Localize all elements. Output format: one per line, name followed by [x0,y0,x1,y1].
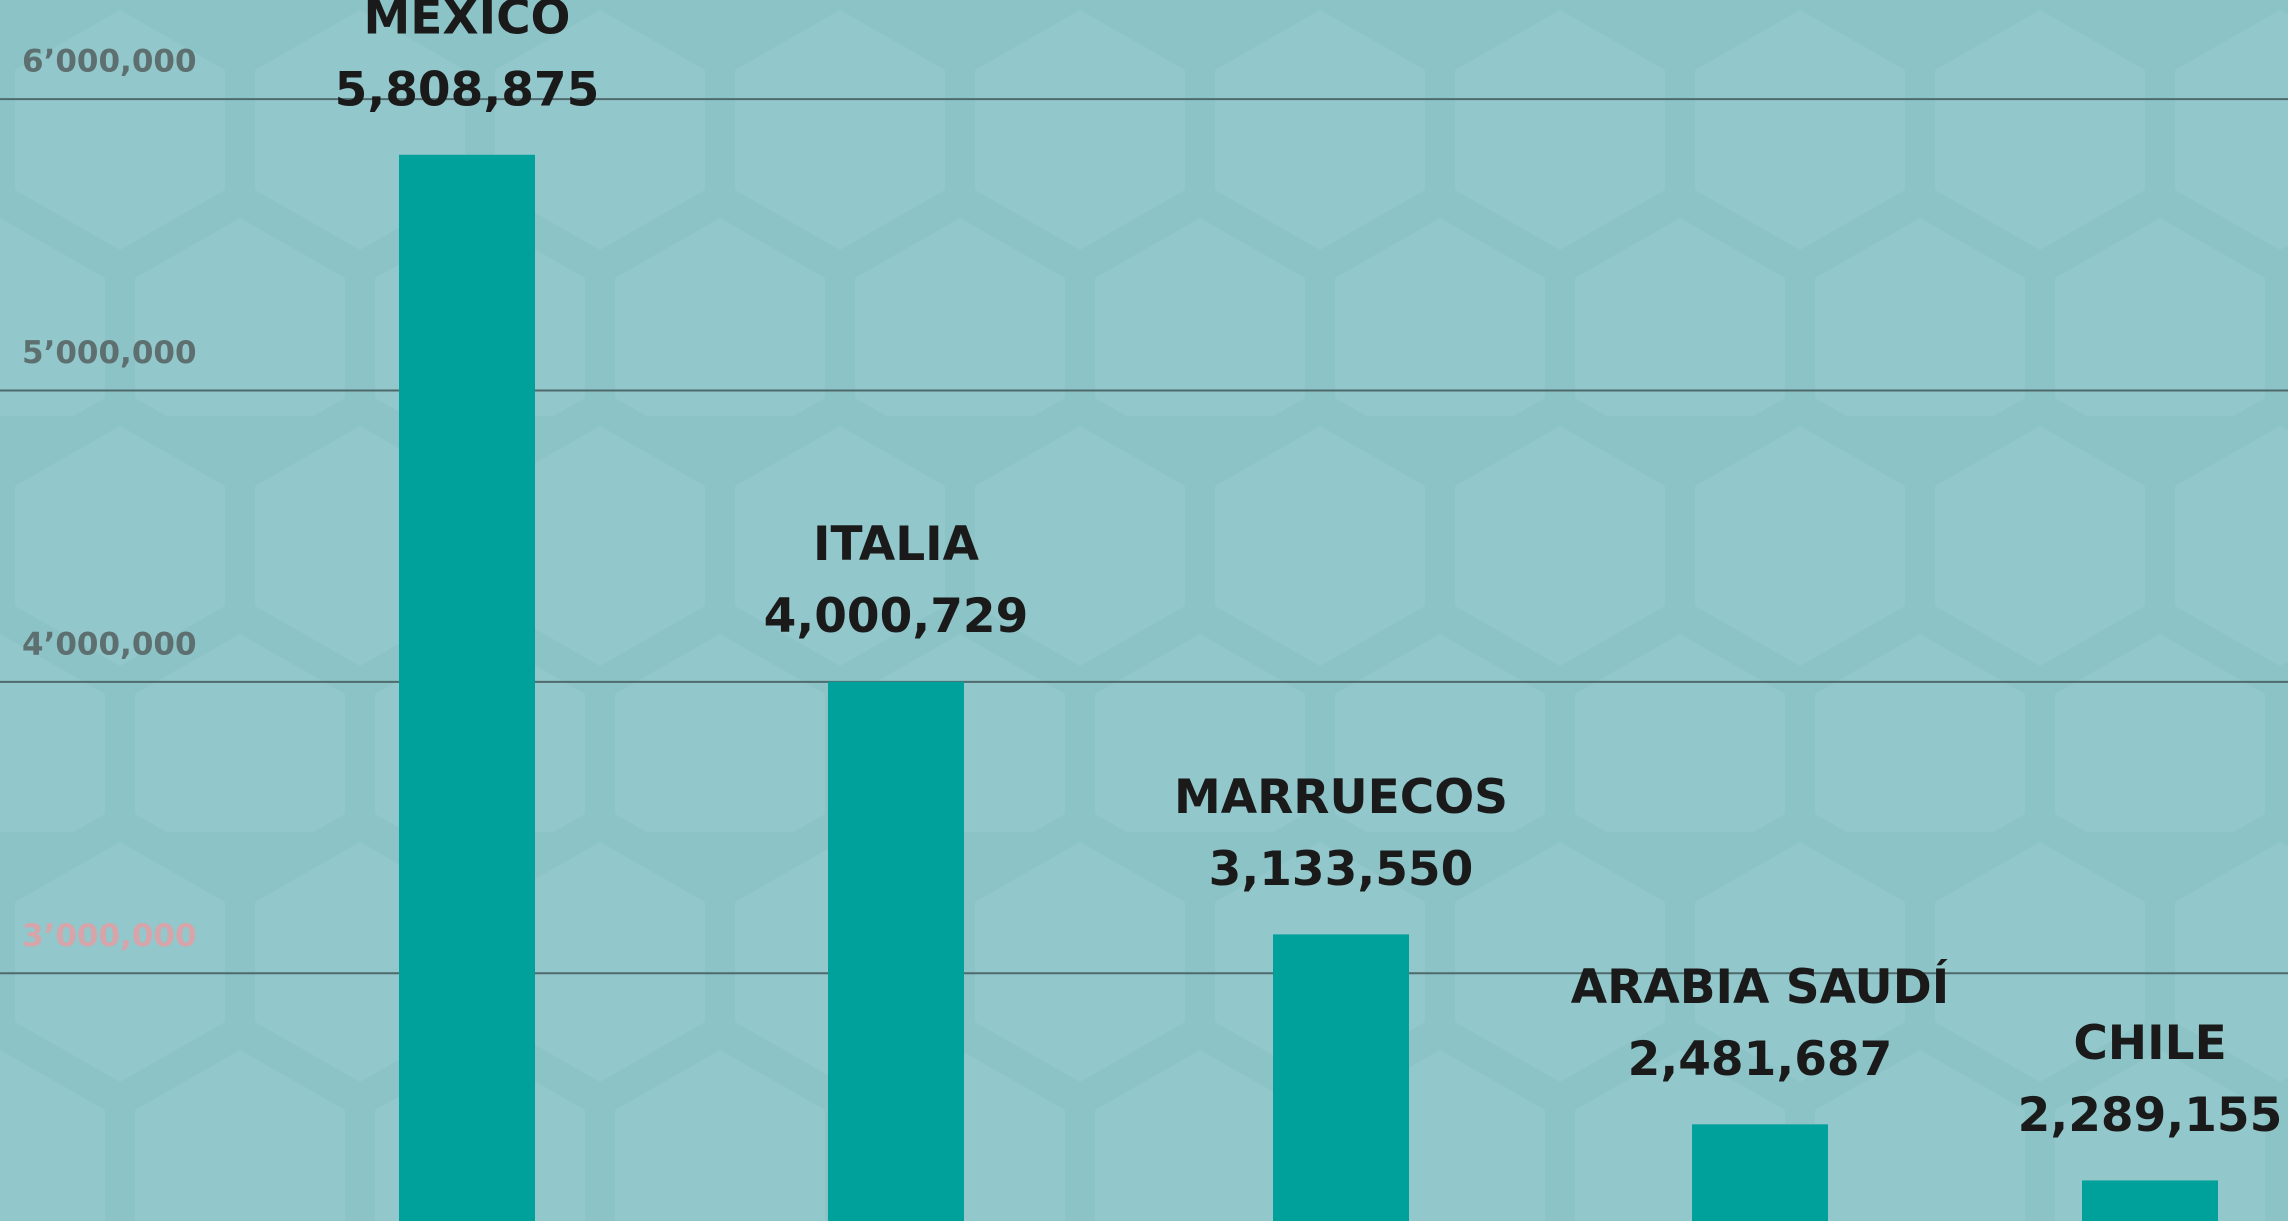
bar [828,681,964,1221]
y-tick-label: 3’000,000 [22,918,197,954]
y-tick-label: 5’000,000 [22,335,197,371]
bar [1692,1124,1828,1221]
bar [1273,934,1409,1221]
value-label: 5,808,875 [335,62,600,117]
value-label: 3,133,550 [1209,842,1474,897]
category-label: MÉXICO [363,0,570,45]
y-tick-label: 6’000,000 [22,44,197,80]
bar [399,154,535,1221]
category-label: ARABIA SAUDÍ [1571,960,1949,1015]
value-label: 2,289,155 [2018,1088,2283,1143]
category-label: CHILE [2073,1016,2226,1071]
value-label: 2,481,687 [1628,1032,1893,1087]
value-label: 4,000,729 [764,589,1029,644]
y-tick-label: 4’000,000 [22,626,197,662]
category-label: MARRUECOS [1174,770,1508,825]
bar [2082,1180,2218,1221]
category-label: ITALIA [813,517,980,572]
